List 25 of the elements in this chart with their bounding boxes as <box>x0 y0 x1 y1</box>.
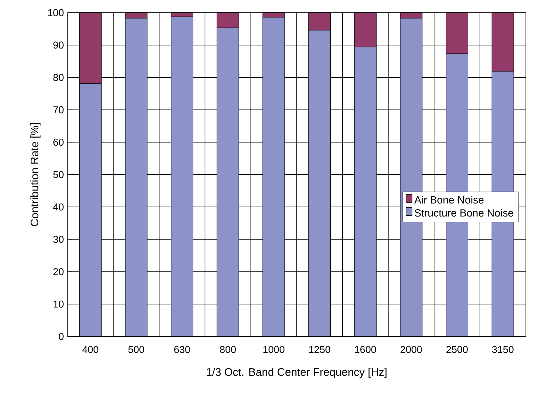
y-tick-label: 50 <box>54 171 64 178</box>
legend-label: Structure Bone Noise <box>415 208 514 217</box>
y-tick-label: 100 <box>48 9 64 16</box>
x-axis-title: 1/3 Oct. Band Center Frequency [Hz] <box>207 368 387 378</box>
y-tick-label: 90 <box>54 42 64 49</box>
y-tick-label: 30 <box>54 236 64 243</box>
y-tick-label: 40 <box>53 203 64 211</box>
x-tick-label: 1000 <box>264 346 285 354</box>
y-tick-label: 60 <box>54 138 64 146</box>
x-tick-label: 2000 <box>400 346 422 354</box>
y-tick-label: 20 <box>54 268 64 276</box>
legend-label: Air Bone Noise <box>414 196 484 204</box>
x-tick-label: 800 <box>220 346 236 354</box>
y-axis-title: Contribution Rate [%] <box>30 123 41 226</box>
x-tick-label: 630 <box>174 346 190 354</box>
x-tick-label: 1250 <box>309 346 330 354</box>
x-tick-label: 3150 <box>492 346 514 354</box>
x-tick-label: 1600 <box>355 346 376 354</box>
x-tick-label: 500 <box>128 346 144 354</box>
y-tick-label: 70 <box>54 106 64 114</box>
y-tick-label: 0 <box>59 332 64 340</box>
y-tick-label: 80 <box>54 74 64 82</box>
y-tick-label: 10 <box>54 300 64 308</box>
x-tick-label: 2500 <box>446 346 468 354</box>
x-tick-label: 400 <box>82 346 99 354</box>
